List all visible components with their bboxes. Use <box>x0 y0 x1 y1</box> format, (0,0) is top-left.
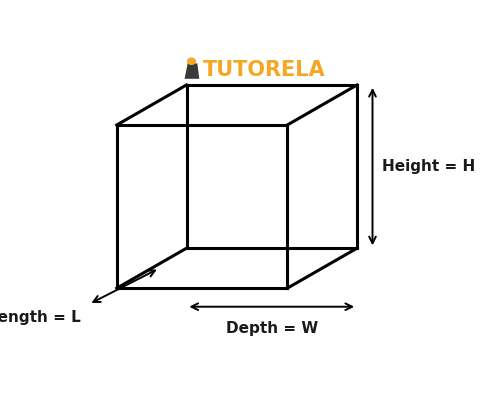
Text: Depth = W: Depth = W <box>226 320 318 336</box>
Circle shape <box>188 58 196 64</box>
Text: TUTORELA: TUTORELA <box>203 60 326 80</box>
Polygon shape <box>184 63 200 79</box>
Text: Length = L: Length = L <box>0 310 81 326</box>
Text: Height = H: Height = H <box>382 159 476 174</box>
